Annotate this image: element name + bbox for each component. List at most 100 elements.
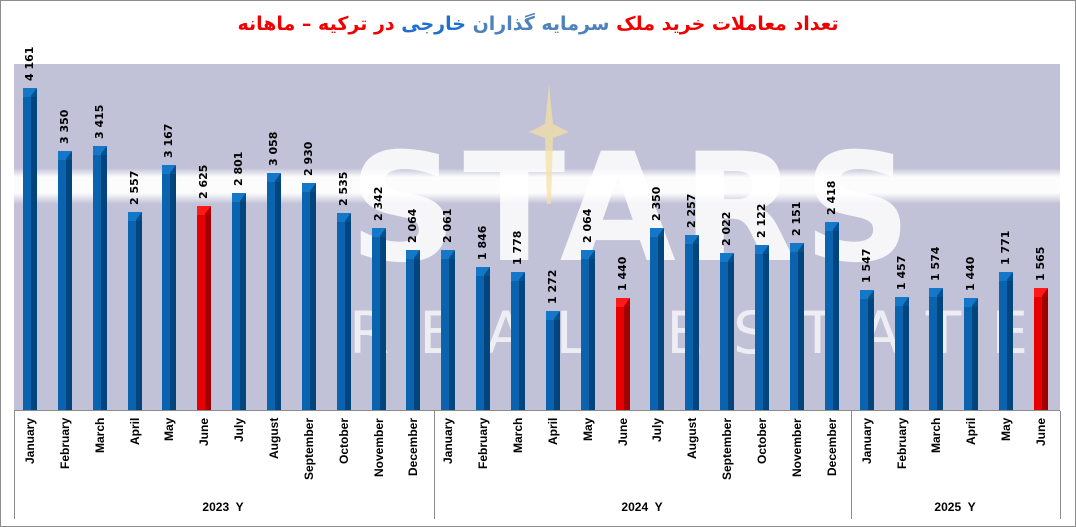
bar — [999, 272, 1014, 410]
month-label: September — [720, 417, 735, 480]
chart-title: تعداد معاملات خرید ملک سرمایه گذاران خار… — [0, 13, 1076, 35]
title-part-1: تعداد معاملات خرید ملک — [616, 13, 839, 35]
bar — [824, 222, 839, 410]
bar — [476, 267, 491, 410]
bar — [267, 173, 282, 410]
value-label: 1 778 — [511, 230, 525, 265]
value-label: 2 930 — [301, 141, 315, 176]
bar — [685, 235, 700, 410]
value-label: 1 272 — [545, 269, 559, 304]
month-label: February — [894, 417, 909, 469]
month-label: February — [476, 417, 491, 469]
year-label: 2023 Y — [202, 500, 244, 514]
month-label: August — [267, 417, 282, 459]
value-label: 2 122 — [755, 203, 769, 238]
watermark-band — [14, 168, 1060, 204]
bar — [929, 288, 944, 410]
bar — [57, 151, 72, 410]
axis-left-edge — [14, 411, 15, 519]
month-label: May — [162, 417, 177, 441]
value-label: 1 440 — [964, 256, 978, 291]
bar — [650, 228, 665, 410]
month-label: February — [57, 417, 72, 469]
month-label: June — [197, 417, 212, 446]
value-label: 2 151 — [789, 201, 803, 236]
bar — [720, 253, 735, 410]
month-label: March — [511, 417, 526, 453]
bar — [511, 272, 526, 410]
month-label: May — [999, 417, 1014, 441]
month-label: May — [580, 417, 595, 441]
title-part-4: در ترکیه – ماهانه — [237, 13, 395, 35]
x-axis-line — [14, 410, 1060, 411]
bar — [894, 297, 909, 410]
bar — [406, 250, 421, 410]
month-label: June — [615, 417, 630, 446]
value-label: 1 457 — [894, 255, 908, 290]
value-label: 2 022 — [720, 211, 734, 246]
value-label: 1 565 — [1033, 246, 1047, 281]
bar — [580, 250, 595, 410]
bar — [1033, 288, 1048, 410]
bar — [336, 213, 351, 410]
value-label: 1 771 — [999, 230, 1013, 265]
value-label: 2 342 — [371, 186, 385, 221]
month-label: June — [1033, 417, 1048, 446]
month-label: April — [127, 417, 142, 445]
month-label: July — [232, 417, 247, 442]
value-label: 1 574 — [929, 246, 943, 281]
bar — [755, 245, 770, 410]
value-label: 1 846 — [476, 225, 490, 260]
month-label: January — [23, 417, 37, 464]
month-label: October — [336, 417, 351, 464]
month-label: January — [859, 417, 874, 464]
title-part-3: خارجی — [401, 13, 466, 35]
bar — [162, 165, 177, 410]
month-label: September — [301, 417, 316, 480]
bar — [232, 193, 247, 410]
value-label: 3 167 — [162, 123, 176, 158]
bar — [859, 290, 874, 410]
value-label: 1 440 — [615, 256, 629, 291]
month-label: March — [92, 417, 107, 453]
value-label: 2 557 — [127, 170, 141, 205]
bar — [197, 206, 212, 410]
month-label: November — [371, 418, 386, 477]
value-label: 3 350 — [57, 109, 71, 144]
bar — [92, 146, 107, 410]
month-label: August — [685, 417, 700, 459]
month-label: October — [755, 417, 770, 464]
bar — [301, 183, 316, 410]
value-label: 2 064 — [580, 208, 594, 243]
axis-right-edge — [1060, 411, 1061, 519]
value-label: 2 535 — [336, 171, 350, 206]
value-label: 2 257 — [685, 193, 699, 228]
value-label: 2 350 — [650, 186, 664, 221]
bar — [441, 250, 456, 410]
value-label: 2 064 — [406, 208, 420, 243]
value-label: 1 547 — [859, 248, 873, 283]
month-label: December — [824, 417, 839, 476]
value-label: 2 801 — [232, 151, 246, 186]
title-part-2: سرمایه گذاران — [472, 13, 610, 35]
bar — [23, 88, 37, 410]
value-label: 4 161 — [23, 46, 36, 81]
month-label: December — [406, 417, 421, 476]
year-separator — [433, 411, 435, 519]
bar — [615, 298, 630, 410]
month-label: March — [929, 417, 944, 453]
plot-area: STARS REAL ESTATE — [14, 64, 1060, 410]
value-label: 2 061 — [441, 208, 455, 243]
bar — [127, 212, 142, 410]
month-label: April — [964, 417, 979, 445]
year-label: 2024 Y — [621, 500, 663, 514]
month-label: July — [650, 417, 665, 442]
value-label: 2 625 — [197, 164, 211, 199]
watermark-subtitle: REAL ESTATE — [349, 299, 1059, 367]
watermark-star-icon — [529, 84, 569, 204]
month-label: April — [545, 417, 560, 445]
month-label: November — [789, 418, 804, 477]
month-label: January — [441, 417, 456, 464]
bar — [789, 243, 804, 410]
year-separator — [851, 411, 852, 519]
